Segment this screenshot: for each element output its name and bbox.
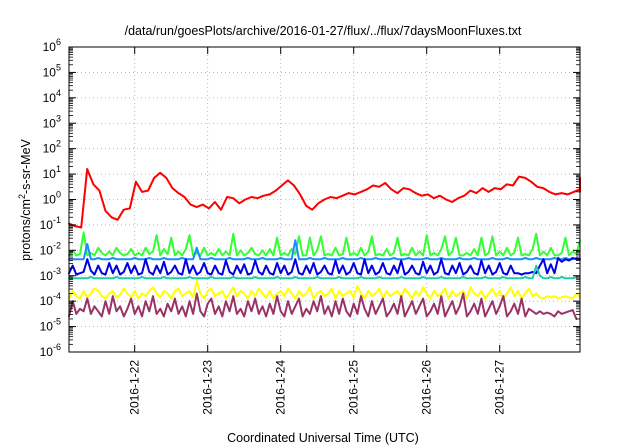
y-tick-label-base: 10 xyxy=(40,345,54,359)
y-tick-label-exponent: 5 xyxy=(56,62,61,72)
y-tick-label-exponent: 2 xyxy=(56,139,61,149)
y-axis-label-base: protons/cm xyxy=(19,199,33,261)
series-line-1 xyxy=(68,168,581,229)
x-tick-label: 2016-1-26 xyxy=(420,360,434,415)
series-line-5 xyxy=(68,264,578,280)
y-tick-label: 100 xyxy=(43,190,61,207)
series-line-7 xyxy=(68,292,578,320)
y-tick-label-exponent: -5 xyxy=(53,317,61,327)
y-tick-label: 10-1 xyxy=(40,215,61,232)
y-tick-label-base: 10 xyxy=(40,294,54,308)
y-axis-label-rest: -s-sr-MeV xyxy=(19,138,33,194)
y-tick-label-exponent: -2 xyxy=(53,240,61,250)
y-tick-label-base: 10 xyxy=(43,65,57,79)
y-tick-label: 104 xyxy=(43,88,61,105)
y-tick-label-base: 10 xyxy=(43,91,57,105)
axis-ticks xyxy=(69,46,580,353)
series-layer xyxy=(68,168,581,320)
y-tick-label: 105 xyxy=(43,62,61,79)
series-line-3 xyxy=(68,239,581,261)
x-tick-label: 2016-1-25 xyxy=(347,360,361,415)
y-axis-tick-labels: 10-610-510-410-310-210-11001011021031041… xyxy=(40,37,61,359)
y-tick-label-exponent: -1 xyxy=(53,215,61,225)
y-tick-label-base: 10 xyxy=(43,142,57,156)
x-tick-label: 2016-1-23 xyxy=(201,360,215,415)
y-tick-label-base: 10 xyxy=(40,218,54,232)
y-tick-label: 101 xyxy=(43,164,61,181)
y-tick-label: 10-5 xyxy=(40,317,61,334)
y-axis-label-superscript: 2 xyxy=(17,194,27,199)
y-tick-label: 10-4 xyxy=(40,291,61,308)
y-tick-label-base: 10 xyxy=(43,167,57,181)
y-tick-label-exponent: -3 xyxy=(53,266,61,276)
y-tick-label: 10-2 xyxy=(40,240,61,257)
y-tick-label-exponent: -4 xyxy=(53,291,61,301)
x-axis-tick-labels: 2016-1-22 2016-1-23 2016-1-24 2016-1-25 2016… xyxy=(128,360,507,415)
y-tick-label: 106 xyxy=(43,37,61,54)
y-axis-label: protons/cm2-s-sr-MeV xyxy=(17,138,33,260)
y-tick-label: 103 xyxy=(43,113,61,130)
series-line-4 xyxy=(68,257,581,276)
x-axis-label: Coordinated Universal Time (UTC) xyxy=(227,431,419,445)
y-tick-label-base: 10 xyxy=(43,116,57,130)
grid-lines xyxy=(69,47,580,352)
y-tick-label-exponent: 6 xyxy=(56,37,61,47)
y-tick-label-exponent: 1 xyxy=(56,164,61,174)
y-tick-label-base: 10 xyxy=(40,269,54,283)
y-tick-label: 102 xyxy=(43,139,61,156)
y-tick-label-base: 10 xyxy=(43,40,57,54)
y-tick-label-exponent: -6 xyxy=(53,342,61,352)
y-tick-label: 10-6 xyxy=(40,342,61,359)
y-tick-label-base: 10 xyxy=(40,243,54,257)
y-tick-label-base: 10 xyxy=(40,320,54,334)
y-tick-label-exponent: 3 xyxy=(56,113,61,123)
x-tick-label: 2016-1-27 xyxy=(493,360,507,415)
x-tick-label: 2016-1-22 xyxy=(128,360,142,415)
series-line-2 xyxy=(68,231,581,257)
x-tick-label: 2016-1-24 xyxy=(274,360,288,415)
chart-title: /data/run/goesPlots/archive/2016-01-27/f… xyxy=(125,24,522,38)
y-tick-label: 10-3 xyxy=(40,266,61,283)
y-tick-label-base: 10 xyxy=(43,193,57,207)
y-tick-label-exponent: 4 xyxy=(56,88,61,98)
y-tick-label-exponent: 0 xyxy=(56,190,61,200)
series-line-6 xyxy=(68,279,581,300)
